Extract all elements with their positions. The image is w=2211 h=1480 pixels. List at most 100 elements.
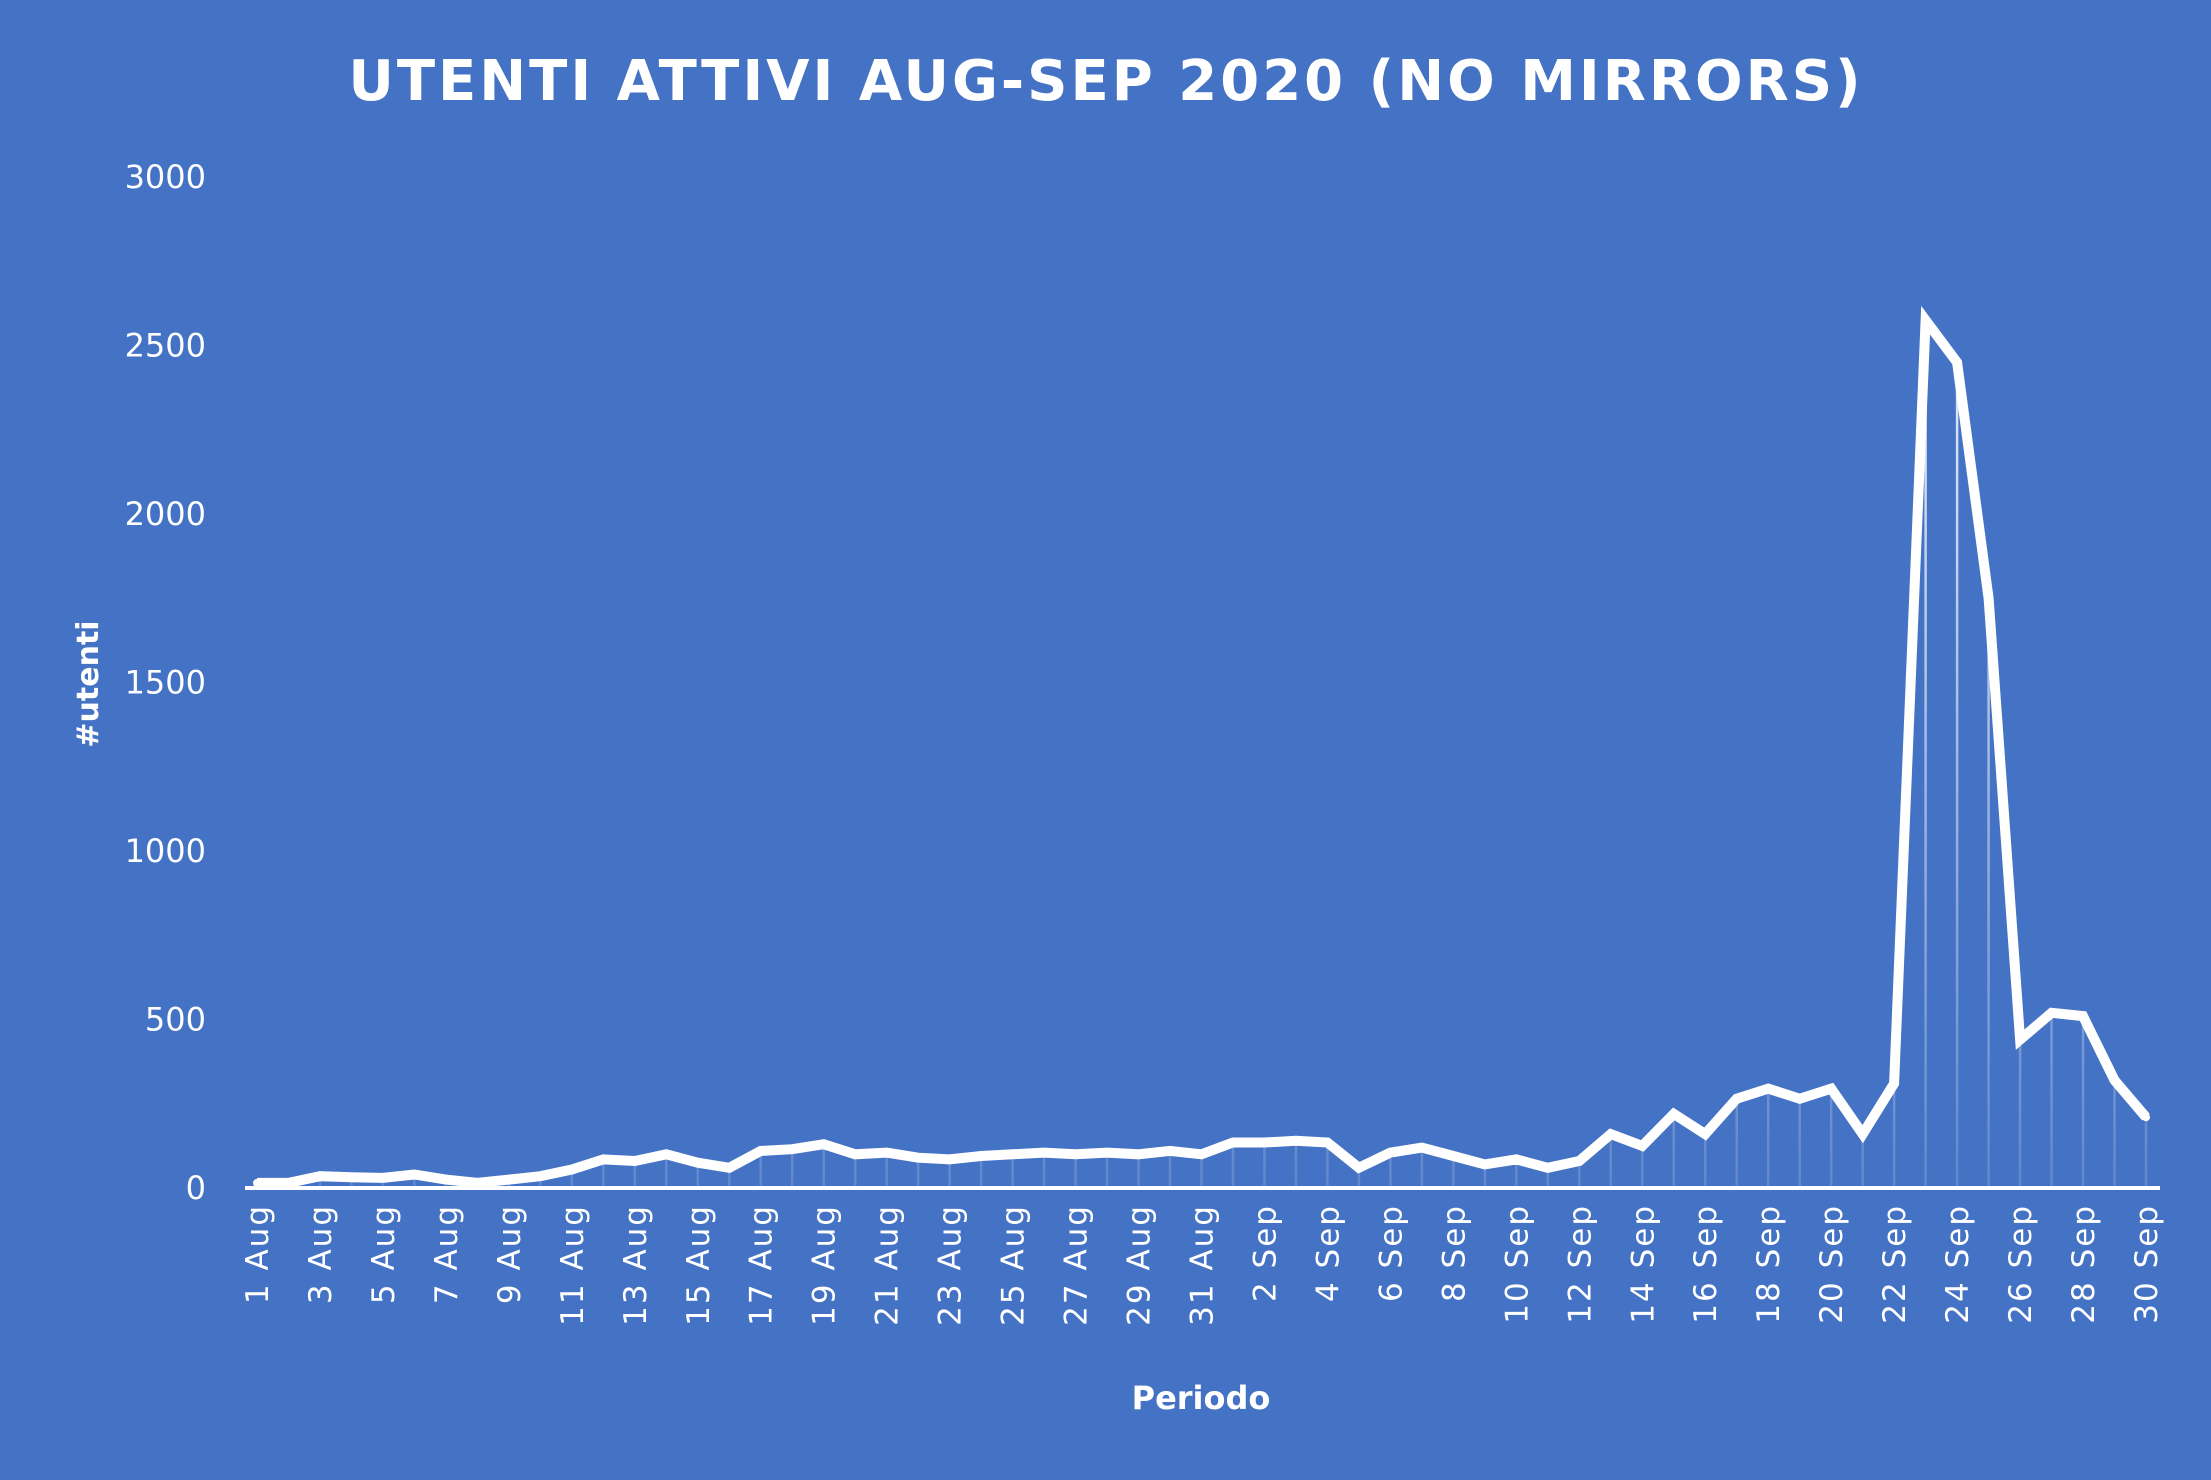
data-point <box>567 1165 576 1174</box>
data-point <box>1071 1150 1080 1159</box>
y-tick-label: 2000 <box>125 495 206 533</box>
data-point <box>1921 316 1930 325</box>
x-tick-label: 22 Sep <box>1877 1204 1913 1324</box>
data-point <box>725 1163 734 1172</box>
data-point <box>1858 1130 1867 1139</box>
x-tick-label: 29 Aug <box>1122 1204 1158 1326</box>
y-tick-label: 1000 <box>125 832 206 870</box>
data-point <box>2016 1035 2025 1044</box>
data-point <box>253 1178 261 1187</box>
x-tick-label: 8 Sep <box>1436 1204 1472 1302</box>
x-tick-label: 5 Aug <box>366 1204 402 1304</box>
y-tick-label: 2500 <box>125 327 206 365</box>
data-point <box>1827 1084 1836 1093</box>
y-tick-label: 0 <box>186 1169 206 1207</box>
x-tick-label: 26 Sep <box>2003 1204 2039 1324</box>
data-point <box>630 1157 639 1166</box>
data-point <box>1890 1079 1899 1088</box>
x-tick-label: 28 Sep <box>2066 1204 2102 1324</box>
x-tick-label: 14 Sep <box>1625 1204 1661 1324</box>
data-point <box>1638 1141 1647 1150</box>
data-point <box>1354 1163 1363 1172</box>
x-axis-ticks: 1 Aug 3 Aug 5 Aug 7 Aug 9 Aug 11 Aug 13 Aug 15 … <box>240 1204 2165 1326</box>
data-point <box>473 1178 482 1187</box>
y-tick-label: 3000 <box>125 158 206 196</box>
data-point <box>1795 1094 1804 1103</box>
data-point <box>410 1170 419 1179</box>
data-point <box>693 1158 702 1167</box>
data-point <box>315 1172 324 1181</box>
x-tick-label: 1 Aug <box>240 1204 276 1304</box>
data-point <box>599 1155 608 1164</box>
data-point <box>851 1150 860 1159</box>
y-tick-label: 500 <box>145 1001 206 1039</box>
data-point <box>536 1172 545 1181</box>
data-point <box>788 1145 797 1154</box>
data-point <box>1228 1138 1237 1147</box>
data-point <box>1701 1130 1710 1139</box>
data-point <box>1197 1150 1206 1159</box>
data-point <box>819 1140 828 1149</box>
data-point <box>1417 1143 1426 1152</box>
data-point <box>1953 358 1962 367</box>
data-point <box>1984 594 1993 603</box>
data-point <box>914 1153 923 1162</box>
y-tick-label: 1500 <box>125 664 206 702</box>
data-point <box>1449 1151 1458 1160</box>
data-point <box>1575 1157 1584 1166</box>
drop-lines <box>255 320 2148 1188</box>
series-line <box>257 305 2150 1188</box>
x-tick-label: 2 Sep <box>1247 1204 1283 1302</box>
x-tick-label: 27 Aug <box>1059 1204 1095 1326</box>
data-point <box>1606 1130 1615 1139</box>
data-point <box>1260 1138 1269 1147</box>
data-point <box>882 1148 891 1157</box>
data-point <box>945 1155 954 1164</box>
data-point <box>1103 1148 1112 1157</box>
data-point <box>378 1173 387 1182</box>
data-point <box>2110 1076 2119 1085</box>
data-point <box>1480 1160 1489 1169</box>
data-point <box>347 1173 356 1182</box>
data-point <box>1166 1146 1175 1155</box>
x-axis-title: Periodo <box>1132 1379 1271 1417</box>
data-point <box>1732 1094 1741 1103</box>
data-point <box>284 1178 293 1187</box>
x-tick-label: 9 Aug <box>492 1204 528 1304</box>
x-tick-label: 23 Aug <box>933 1204 969 1326</box>
x-tick-label: 6 Sep <box>1373 1204 1409 1302</box>
data-point <box>2142 1113 2150 1122</box>
data-point <box>2047 1008 2056 1017</box>
x-tick-label: 7 Aug <box>429 1204 465 1304</box>
data-point <box>977 1151 986 1160</box>
data-point <box>441 1175 450 1184</box>
x-tick-label: 11 Aug <box>555 1204 591 1326</box>
data-point <box>1040 1148 1049 1157</box>
x-tick-label: 18 Sep <box>1751 1204 1787 1324</box>
x-tick-label: 15 Aug <box>681 1204 717 1326</box>
data-point <box>1512 1155 1521 1164</box>
x-tick-label: 25 Aug <box>996 1204 1032 1326</box>
x-tick-label: 24 Sep <box>1940 1204 1976 1324</box>
x-tick-label: 3 Aug <box>303 1204 339 1304</box>
data-point <box>1669 1109 1678 1118</box>
data-point <box>662 1150 671 1159</box>
x-tick-label: 16 Sep <box>1688 1204 1724 1324</box>
data-point <box>1008 1150 1017 1159</box>
x-tick-label: 12 Sep <box>1562 1204 1598 1324</box>
x-tick-label: 4 Sep <box>1310 1204 1346 1302</box>
series-layer <box>253 305 2150 1188</box>
data-point <box>1134 1150 1143 1159</box>
data-point <box>1323 1138 1332 1147</box>
data-point <box>2079 1012 2088 1021</box>
data-point <box>1386 1148 1395 1157</box>
x-tick-label: 13 Aug <box>618 1204 654 1326</box>
x-tick-label: 10 Sep <box>1499 1204 1535 1324</box>
data-point <box>1764 1084 1773 1093</box>
data-point <box>1291 1136 1300 1145</box>
x-tick-label: 21 Aug <box>870 1204 906 1326</box>
data-point <box>504 1175 513 1184</box>
x-tick-label: 30 Sep <box>2129 1204 2165 1324</box>
